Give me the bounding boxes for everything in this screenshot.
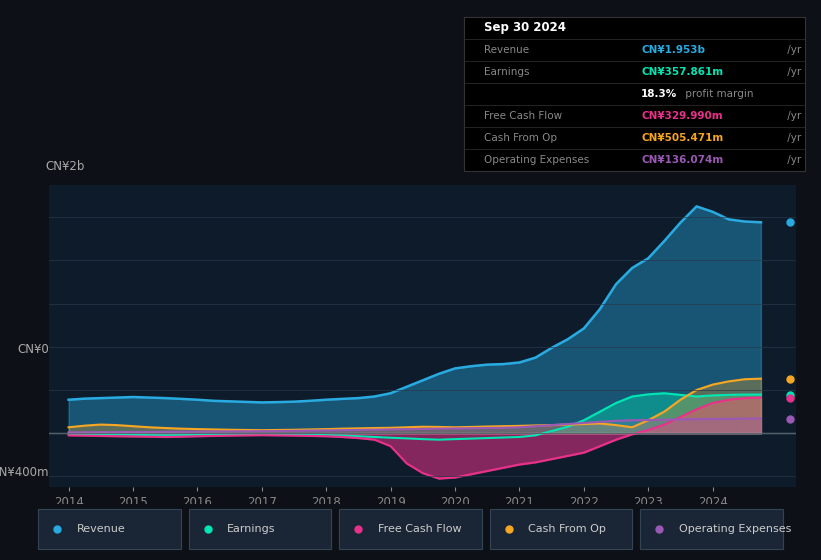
FancyBboxPatch shape [189,509,332,549]
Text: Free Cash Flow: Free Cash Flow [484,111,562,121]
Text: /yr: /yr [784,111,801,121]
FancyBboxPatch shape [38,509,181,549]
Text: CN¥329.990m: CN¥329.990m [641,111,722,121]
Text: Cash From Op: Cash From Op [484,133,557,143]
Text: -CN¥400m: -CN¥400m [0,465,49,479]
Text: Revenue: Revenue [484,45,530,55]
Text: 18.3%: 18.3% [641,89,677,99]
Text: /yr: /yr [784,133,801,143]
Text: CN¥505.471m: CN¥505.471m [641,133,723,143]
Text: /yr: /yr [784,45,801,55]
Text: /yr: /yr [784,155,801,165]
FancyBboxPatch shape [640,509,783,549]
Text: Sep 30 2024: Sep 30 2024 [484,21,566,34]
Text: CN¥2b: CN¥2b [45,160,85,172]
Text: Operating Expenses: Operating Expenses [679,524,791,534]
FancyBboxPatch shape [489,509,632,549]
Text: Cash From Op: Cash From Op [528,524,606,534]
Text: Earnings: Earnings [227,524,276,534]
Text: Earnings: Earnings [484,67,530,77]
Text: profit margin: profit margin [682,89,754,99]
Text: CN¥357.861m: CN¥357.861m [641,67,723,77]
Text: /yr: /yr [784,67,801,77]
Text: CN¥0: CN¥0 [17,343,49,356]
Text: CN¥1.953b: CN¥1.953b [641,45,705,55]
Text: Free Cash Flow: Free Cash Flow [378,524,461,534]
Text: CN¥136.074m: CN¥136.074m [641,155,723,165]
Text: Revenue: Revenue [76,524,126,534]
Text: Operating Expenses: Operating Expenses [484,155,589,165]
FancyBboxPatch shape [339,509,482,549]
